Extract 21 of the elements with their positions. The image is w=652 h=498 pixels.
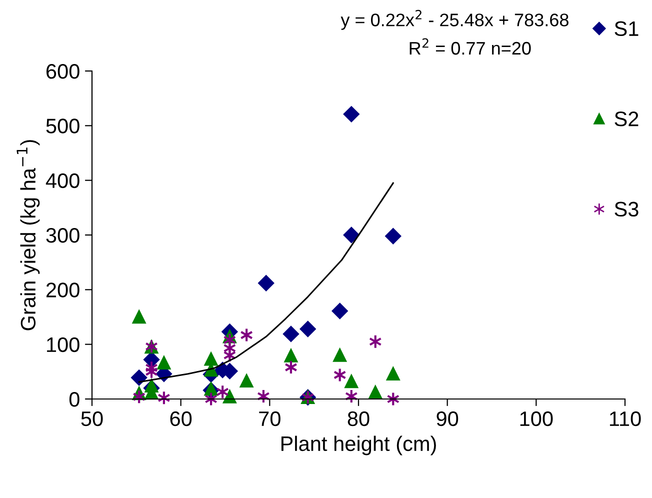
y-tick-label: 500 xyxy=(46,118,80,134)
y-tick-label: 400 xyxy=(46,173,80,188)
x-tick-label: 100 xyxy=(520,411,553,426)
text: R$^{2}$ = 0.77 n=20 xyxy=(410,38,531,55)
x-tick-label: 110 xyxy=(610,411,641,426)
y-tick-label: 100 xyxy=(47,337,80,352)
y-tick-label: 200 xyxy=(46,282,80,298)
y-tick-label: 600 xyxy=(46,64,80,79)
x-tick-label: 80 xyxy=(348,411,370,426)
x-tick-label: 60 xyxy=(170,411,192,426)
legend-label: S1 xyxy=(614,21,638,36)
x-tick-label: 50 xyxy=(81,411,103,426)
legend-label: S3 xyxy=(614,202,638,217)
legend-label: S2 xyxy=(614,112,638,126)
x-tick-label: 90 xyxy=(436,411,458,426)
y-tick-label: 0 xyxy=(69,392,80,407)
x-axis-title: Plant height (cm) xyxy=(281,436,436,456)
x-tick-label: 70 xyxy=(259,411,280,426)
y-tick-label: 300 xyxy=(46,228,80,243)
y-axis-title: Grain yield (kg ha$^{−1}$) xyxy=(16,140,40,330)
text: y = 0.22x$^{2}$ - 25.48x + 783.68 xyxy=(340,10,568,30)
